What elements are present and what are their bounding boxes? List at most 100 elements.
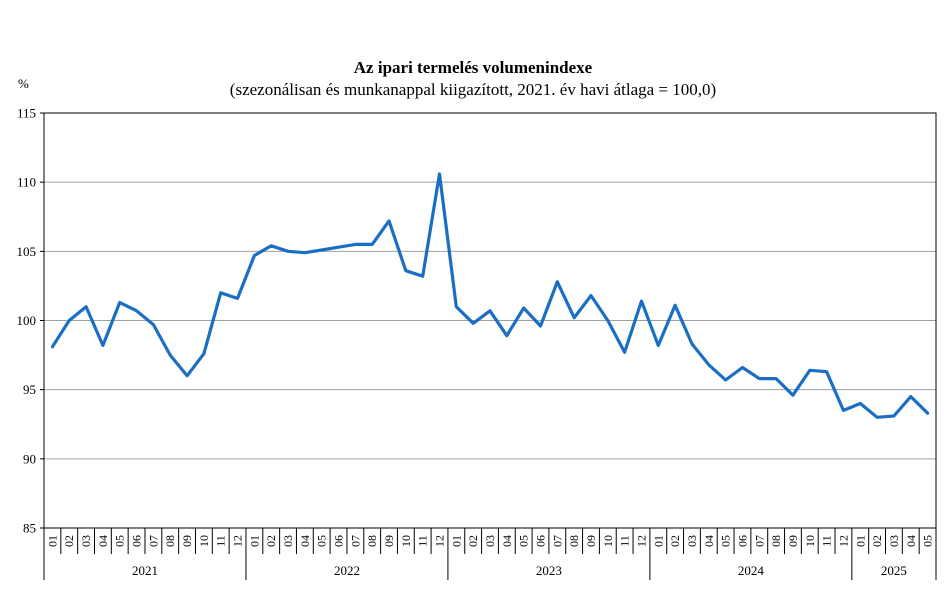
data-point xyxy=(119,301,121,303)
data-point xyxy=(691,343,693,345)
x-tick-label: 02 xyxy=(466,535,480,547)
data-point xyxy=(203,353,205,355)
data-point xyxy=(506,335,508,337)
data-point xyxy=(556,281,558,283)
x-tick-label: 11 xyxy=(820,535,834,547)
x-tick-label: 01 xyxy=(247,535,261,547)
data-point xyxy=(472,322,474,324)
x-tick-label: 01 xyxy=(45,535,59,547)
data-point xyxy=(910,395,912,397)
year-label: 2025 xyxy=(881,563,907,578)
x-tick-label: 02 xyxy=(264,535,278,547)
x-tick-label: 06 xyxy=(130,535,144,547)
data-point xyxy=(539,325,541,327)
x-tick-label: 01 xyxy=(449,535,463,547)
x-tick-label: 10 xyxy=(399,535,413,547)
series-line xyxy=(50,172,930,419)
y-axis-unit: % xyxy=(18,76,29,91)
x-tick-label: 03 xyxy=(887,535,901,547)
x-tick-label: 12 xyxy=(634,535,648,547)
data-point xyxy=(220,292,222,294)
data-point xyxy=(304,252,306,254)
x-axis: 01 02 03 04 05 06 07 08 09 10 11 12 01 02 03 04 05 06 07 08… xyxy=(43,528,937,580)
data-point xyxy=(792,394,794,396)
data-point xyxy=(809,369,811,371)
data-point xyxy=(573,317,575,319)
x-tick-label: 10 xyxy=(197,535,211,547)
x-tick-label: 03 xyxy=(79,535,93,547)
x-tick-label: 04 xyxy=(702,535,716,547)
x-tick-label: 02 xyxy=(62,535,76,547)
data-point xyxy=(623,351,625,353)
data-point xyxy=(607,319,609,321)
x-tick-label: 11 xyxy=(416,535,430,547)
series-layer xyxy=(50,172,930,419)
x-tick-label: 12 xyxy=(836,535,850,547)
data-point xyxy=(354,243,356,245)
x-tick-label: 03 xyxy=(281,535,295,547)
x-tick-label: 01 xyxy=(651,535,665,547)
data-point xyxy=(371,243,373,245)
x-tick-label: 09 xyxy=(786,535,800,547)
data-point xyxy=(522,307,524,309)
year-label: 2024 xyxy=(738,563,765,578)
x-tick-label: 11 xyxy=(618,535,632,547)
x-tick-label: 10 xyxy=(601,535,615,547)
x-tick-label: 03 xyxy=(483,535,497,547)
y-tick-label: 85 xyxy=(23,521,36,536)
data-point xyxy=(926,412,928,414)
gridlines xyxy=(44,181,936,460)
x-tick-label: 05 xyxy=(921,535,935,547)
data-point xyxy=(775,377,777,379)
data-point xyxy=(842,409,844,411)
x-tick-label: 05 xyxy=(315,535,329,547)
x-tick-label: 08 xyxy=(163,535,177,547)
y-tick-label: 115 xyxy=(17,106,36,121)
x-tick-label: 10 xyxy=(803,535,817,547)
x-tick-label: 07 xyxy=(752,535,766,547)
y-axis-ticks: 85 90 95 100 105 110 115 xyxy=(17,106,44,536)
x-tick-label: 04 xyxy=(298,535,312,547)
x-tick-label: 08 xyxy=(365,535,379,547)
x-tick-label: 06 xyxy=(332,535,346,547)
chart-subtitle: (szezonálisan és munkanappal kiigazított… xyxy=(229,80,717,99)
data-point xyxy=(287,250,289,252)
year-label: 2021 xyxy=(132,563,158,578)
data-point xyxy=(186,375,188,377)
data-point xyxy=(640,300,642,302)
data-point xyxy=(152,323,154,325)
x-tick-label: 03 xyxy=(685,535,699,547)
data-point xyxy=(388,220,390,222)
x-tick-label: 12 xyxy=(433,535,447,547)
x-tick-label: 09 xyxy=(180,535,194,547)
data-point xyxy=(337,246,339,248)
x-tick-label: 07 xyxy=(550,535,564,547)
x-tick-label: 05 xyxy=(517,535,531,547)
year-label: 2023 xyxy=(536,563,562,578)
x-tick-label: 06 xyxy=(533,535,547,547)
y-tick-label: 90 xyxy=(23,451,36,466)
data-point xyxy=(135,310,137,312)
data-point xyxy=(270,245,272,247)
year-label: 2022 xyxy=(334,563,360,578)
x-tick-label: 08 xyxy=(769,535,783,547)
data-point xyxy=(68,319,70,321)
data-point xyxy=(590,294,592,296)
chart-title: Az ipari termelés volumenindexe xyxy=(353,58,593,77)
data-point xyxy=(51,346,53,348)
x-tick-label: 04 xyxy=(500,535,514,547)
x-tick-label: 01 xyxy=(853,535,867,547)
data-point xyxy=(421,275,423,277)
data-point xyxy=(405,270,407,272)
x-tick-label: 08 xyxy=(567,535,581,547)
x-tick-label: 11 xyxy=(214,535,228,547)
data-point xyxy=(674,304,676,306)
data-point xyxy=(253,254,255,256)
x-tick-label: 02 xyxy=(870,535,884,547)
data-point xyxy=(657,344,659,346)
data-point xyxy=(724,379,726,381)
x-tick-label: 05 xyxy=(113,535,127,547)
data-point xyxy=(825,370,827,372)
data-point xyxy=(708,364,710,366)
